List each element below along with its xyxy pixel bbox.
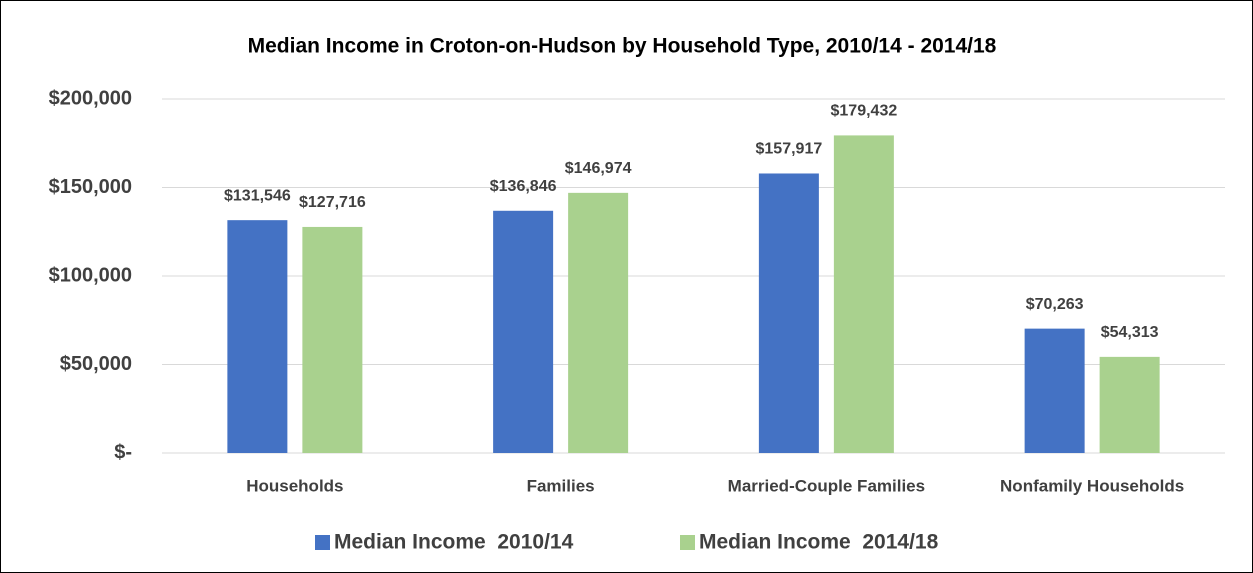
bar [1099,356,1160,453]
legend-swatch [680,535,695,550]
x-tick-label: Nonfamily Households [1000,476,1184,495]
x-tick-label: Married-Couple Families [728,476,925,495]
bar [758,173,819,453]
data-label: $131,546 [224,187,291,204]
legend-label: Median Income 2010/14 [334,531,574,554]
data-label: $70,263 [1026,296,1084,313]
x-tick-label: Families [527,476,595,495]
bar [1024,328,1085,453]
y-tick-label: $200,000 [49,87,132,109]
data-label: $136,846 [490,178,557,195]
y-tick-label: $50,000 [60,353,132,375]
y-tick-label: $150,000 [49,176,132,198]
chart-title: Median Income in Croton-on-Hudson by Hou… [248,35,997,58]
data-label: $179,432 [831,103,898,120]
bar [493,210,554,453]
bar [227,220,288,453]
data-label: $146,974 [565,160,632,177]
data-label: $157,917 [756,141,823,158]
bar [833,135,894,453]
y-tick-label: $- [114,441,132,463]
bar [568,192,629,453]
data-label: $54,313 [1101,324,1159,341]
y-tick-label: $100,000 [49,264,132,286]
x-tick-label: Households [246,476,343,495]
legend-swatch [315,535,330,550]
legend-label: Median Income 2014/18 [699,531,939,554]
bar [302,226,363,453]
data-label: $127,716 [299,194,366,211]
